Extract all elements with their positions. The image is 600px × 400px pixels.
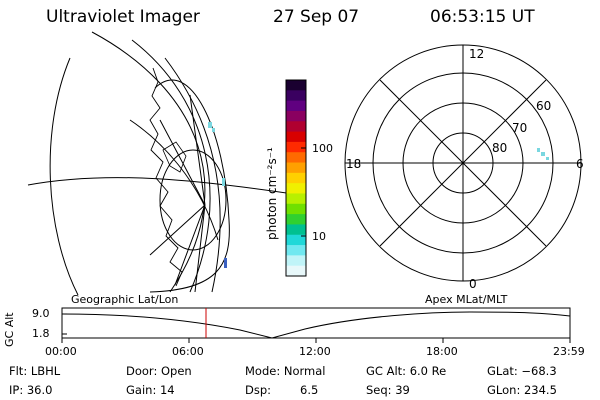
coastline <box>149 67 183 287</box>
colorbar-segment <box>286 183 306 195</box>
colorbar-segment <box>286 172 306 184</box>
latitude-circle <box>159 149 227 251</box>
aurora-pixel <box>546 157 549 160</box>
colorbar-segment <box>286 265 306 277</box>
observation-date: 27 Sep 07 <box>273 7 360 27</box>
colorbar-segment <box>286 245 306 256</box>
glon-status: GLon: 234.5 <box>487 383 557 397</box>
meridian-line <box>164 57 221 293</box>
lake-outline <box>162 141 187 173</box>
earth-limb <box>149 79 230 293</box>
colorbar-segment <box>286 214 306 226</box>
filter-status: Flt: LBHL <box>9 364 61 378</box>
apex-label: Apex MLat/MLT <box>425 293 508 306</box>
altitude-ytick-9: 9.0 <box>32 307 50 320</box>
meridian-line <box>91 31 206 293</box>
latitude-line <box>129 119 219 241</box>
colorbar-frame <box>285 79 307 277</box>
latitude-line <box>27 177 301 196</box>
dsp-label: Dsp: <box>245 383 272 397</box>
mlt-label-0: 0 <box>469 277 477 291</box>
colorbar-segment <box>286 80 306 91</box>
mlt-label-12: 12 <box>469 47 484 61</box>
colorbar-segment <box>286 234 306 246</box>
colorbar-unit-label: photon cm⁻²s⁻¹ <box>265 147 279 240</box>
meridian-line <box>131 39 211 293</box>
seq-status: Seq: 39 <box>366 383 410 397</box>
colorbar-segment <box>286 193 306 205</box>
colorbar-segment <box>286 162 306 174</box>
aurora-pixel <box>222 178 225 186</box>
colorbar-tick-10: 10 <box>312 230 326 243</box>
mlat-label-60: 60 <box>536 99 551 113</box>
colorbar-segment <box>286 152 306 164</box>
glat-status: GLat: −68.3 <box>487 364 557 378</box>
altitude-xtick-0000: 00:00 <box>45 345 77 358</box>
aurora-pixel <box>212 128 215 132</box>
aurora-pixel <box>541 152 545 156</box>
aurora-pixel <box>537 148 540 152</box>
mlt-label-18: 18 <box>346 157 361 171</box>
colorbar-segment <box>286 141 306 153</box>
door-status: Door: Open <box>126 364 192 378</box>
aurora-pixel <box>224 258 227 268</box>
mlt-label-6: 6 <box>576 157 584 171</box>
colorbar-segment <box>286 203 306 215</box>
meridian-line <box>49 57 79 296</box>
gc-alt-status: GC Alt: 6.0 Re <box>366 364 447 378</box>
aurora-pixel <box>208 122 212 128</box>
instrument-title: Ultraviolet Imager <box>46 7 200 27</box>
altitude-xtick-0600: 06:00 <box>172 345 204 358</box>
colorbar-segment <box>286 255 306 267</box>
mode-status: Mode: Normal <box>245 364 326 378</box>
ip-status: IP: 36.0 <box>9 383 53 397</box>
altitude-xtick-1200: 12:00 <box>299 345 331 358</box>
colorbar-segment <box>286 121 306 133</box>
altitude-ylabel: GC Alt <box>3 312 16 347</box>
altitude-xtick-1800: 18:00 <box>426 345 458 358</box>
gain-status: Gain: 14 <box>126 383 175 397</box>
colorbar <box>286 80 306 277</box>
altitude-trace <box>61 311 571 339</box>
colorbar-segment <box>286 90 306 102</box>
polar-diagonal <box>379 79 547 247</box>
observation-time: 06:53:15 UT <box>430 7 535 27</box>
altitude-xtick-2359: 23:59 <box>553 345 585 358</box>
altitude-ytick-1-8: 1.8 <box>32 327 50 340</box>
colorbar-segment <box>286 110 306 122</box>
geographic-label: Geographic Lat/Lon <box>71 293 179 306</box>
colorbar-segment <box>286 100 306 112</box>
colorbar-tick-100: 100 <box>312 142 333 155</box>
polar-plot <box>344 44 582 282</box>
colorbar-segment <box>286 131 306 143</box>
mlat-label-80: 80 <box>492 141 507 155</box>
colorbar-segment <box>286 224 306 236</box>
mlat-label-70: 70 <box>512 121 527 135</box>
dsp-value: 6.5 <box>300 383 319 397</box>
